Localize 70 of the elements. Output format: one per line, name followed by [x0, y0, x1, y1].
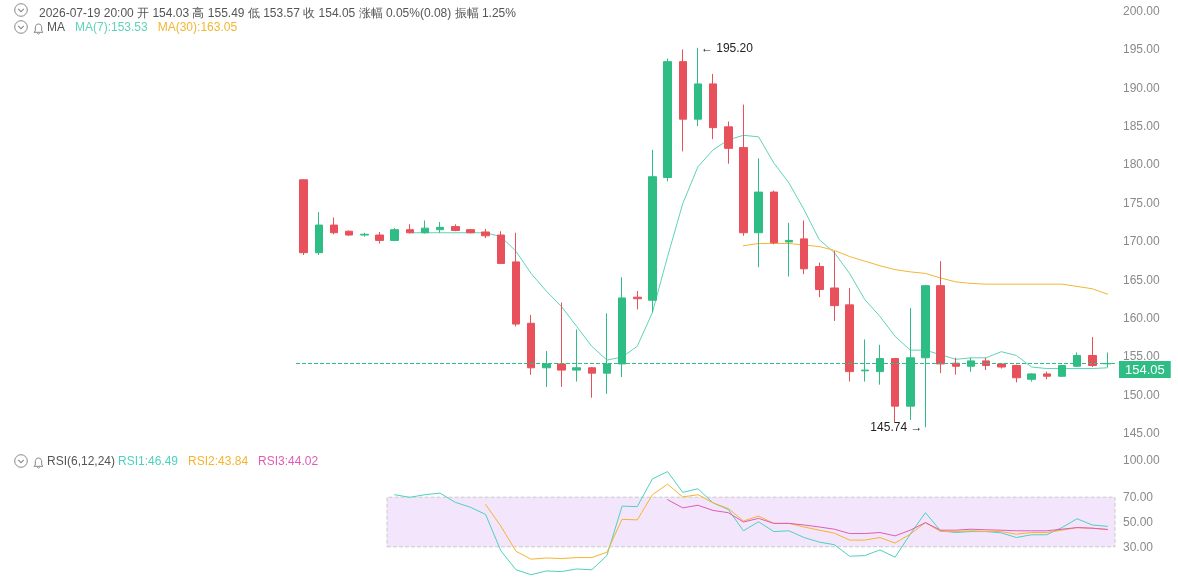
candlestick [770, 190, 778, 245]
line-series [667, 499, 1108, 537]
text: RSI3:44.02 [258, 454, 319, 468]
candlestick [648, 149, 657, 314]
candlestick [527, 314, 535, 376]
candlestick [1012, 364, 1021, 383]
text: RSI2:43.84 [188, 454, 249, 468]
candlestick [299, 178, 308, 256]
candlestick [709, 73, 717, 140]
candlestick [406, 223, 414, 235]
candlestick [1043, 371, 1051, 380]
y-tick-label: 195.00 [1123, 42, 1161, 57]
ref-line-label: 154.05 [1125, 362, 1165, 378]
candlestick [633, 290, 642, 310]
candlestick [557, 302, 566, 388]
y-tick-label: 175.00 [1123, 195, 1161, 210]
y-tick-label: 160.00 [1123, 310, 1161, 325]
candlestick [375, 231, 384, 244]
text: RSI1:46.49 [118, 454, 179, 468]
line-series [394, 471, 1108, 576]
candlestick [436, 221, 444, 234]
candlestick [497, 230, 505, 265]
candlestick [360, 232, 369, 238]
candlestick [481, 228, 490, 239]
candlestick [421, 219, 429, 235]
legend-title: MA [47, 20, 65, 34]
candlestick [1027, 372, 1036, 383]
candlestick [451, 223, 460, 232]
y-tick-label: 165.00 [1123, 272, 1161, 287]
y-tick-label: 200.00 [1123, 4, 1161, 18]
y-tick-label: 155.00 [1123, 349, 1161, 364]
candlestick [663, 58, 672, 182]
candlestick [891, 358, 899, 423]
candlestick [588, 366, 596, 399]
candlestick [800, 219, 808, 275]
y-tick-label: 170.00 [1123, 234, 1161, 249]
line-series [742, 242, 1108, 295]
y-tick-label: 185.00 [1123, 119, 1161, 134]
y-tick-label: 70.00 [1123, 490, 1154, 505]
candlestick [694, 47, 702, 127]
candlestick [1088, 336, 1097, 368]
candlestick [739, 104, 748, 237]
candlestick [754, 157, 763, 268]
candlestick [679, 48, 687, 152]
y-tick-label: 150.00 [1123, 387, 1161, 402]
y-tick-label: 30.00 [1123, 539, 1154, 554]
candlestick [936, 260, 945, 374]
candlestick [466, 228, 475, 235]
candlestick [724, 120, 733, 165]
candlestick [815, 262, 824, 298]
y-tick-label: 50.00 [1123, 515, 1154, 529]
candlestick [390, 227, 399, 242]
candlestick [997, 362, 1006, 370]
text: MA(7):153.53 [75, 20, 149, 34]
candlestick [330, 216, 338, 235]
y-tick-label: 190.00 [1123, 80, 1161, 95]
y-tick-label: 180.00 [1123, 157, 1161, 172]
y-tick-label: 100.00 [1123, 453, 1161, 467]
candlestick [512, 232, 520, 327]
candlestick [830, 250, 839, 322]
text: MA(30):163.05 [157, 20, 238, 34]
candlestick [345, 229, 353, 237]
chart-title: 2026-07-19 20:00 开 154.03 高 155.49 低 153.57 收 154.05 涨幅 0.05%(0.08) 振幅 1.25% [39, 6, 517, 20]
candlestick [315, 211, 323, 256]
legend-title: RSI(6,12,24) [47, 454, 116, 468]
candlestick [845, 287, 854, 383]
candlestick [785, 222, 793, 277]
annotation: ← 195.20 [700, 40, 754, 55]
y-tick-label: 145.00 [1123, 426, 1161, 440]
annotation: 145.74 → [870, 420, 923, 435]
